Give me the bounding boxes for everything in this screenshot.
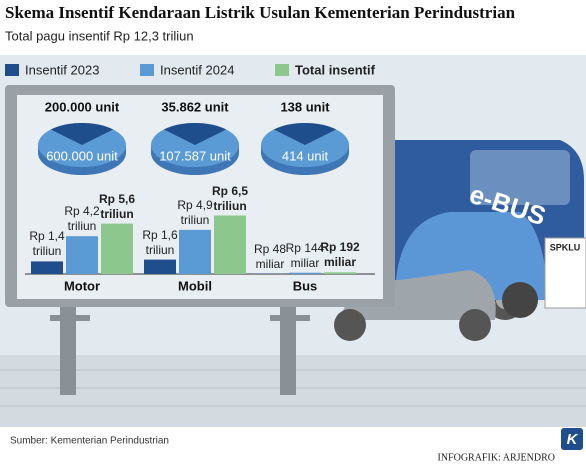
category-label: Bus (293, 278, 318, 293)
subtitle: Total pagu insentif Rp 12,3 triliun (5, 28, 194, 43)
legend-swatch (275, 64, 289, 76)
unit-label-2024: 600.000 unit (46, 148, 118, 163)
logo: K (567, 431, 579, 448)
value-label: Rp 1,4 triliun (29, 229, 65, 259)
logo-box (561, 428, 583, 450)
bar (66, 236, 98, 274)
source: Sumber: Kementerian Perindustrian (10, 436, 169, 447)
bar (214, 215, 246, 274)
credit: INFOGRAFIK: ARJENDRO (437, 452, 555, 463)
legend-label: Total insentif (295, 62, 376, 77)
category-label: Mobil (178, 278, 212, 293)
legend-label: Insentif 2024 (160, 62, 234, 77)
value-label: Rp 144 miliar (285, 240, 325, 270)
bar (144, 259, 176, 274)
legend-swatch (5, 64, 19, 76)
value-label: Rp 1,6 triliun (142, 227, 178, 257)
unit-label-2023: 35.862 unit (161, 99, 229, 114)
legend-swatch (140, 64, 154, 76)
bar (31, 261, 63, 274)
station-label: SPKLU (550, 242, 581, 252)
category-label: Motor (64, 278, 100, 293)
unit-label-2024: 107.587 unit (159, 148, 231, 163)
value-label: Rp 4,9 triliun (177, 197, 213, 227)
value-label: Rp 48 miliar (253, 241, 287, 271)
bus-illustration: SPKLU e-BUS (334, 140, 586, 341)
bar (289, 272, 321, 274)
value-label: Rp 4,2 triliun (64, 204, 100, 234)
unit-label-2023: 200.000 unit (45, 99, 120, 114)
disc-wedge (50, 123, 114, 145)
bar (101, 223, 133, 274)
bar (179, 229, 211, 274)
disc-wedge (163, 123, 227, 145)
unit-label-2024: 414 unit (282, 148, 329, 163)
value-label: Rp 6,5 triliun (211, 183, 248, 213)
value-label: Rp 5,6 triliun (98, 191, 135, 221)
title: Skema Insentif Kendaraan Listrik Usulan … (5, 3, 516, 22)
unit-label-2023: 138 unit (280, 99, 330, 114)
value-label: Rp 192 miliar (320, 240, 360, 270)
disc-wedge (273, 123, 337, 145)
bar (324, 272, 356, 274)
legend-label: Insentif 2023 (25, 62, 99, 77)
